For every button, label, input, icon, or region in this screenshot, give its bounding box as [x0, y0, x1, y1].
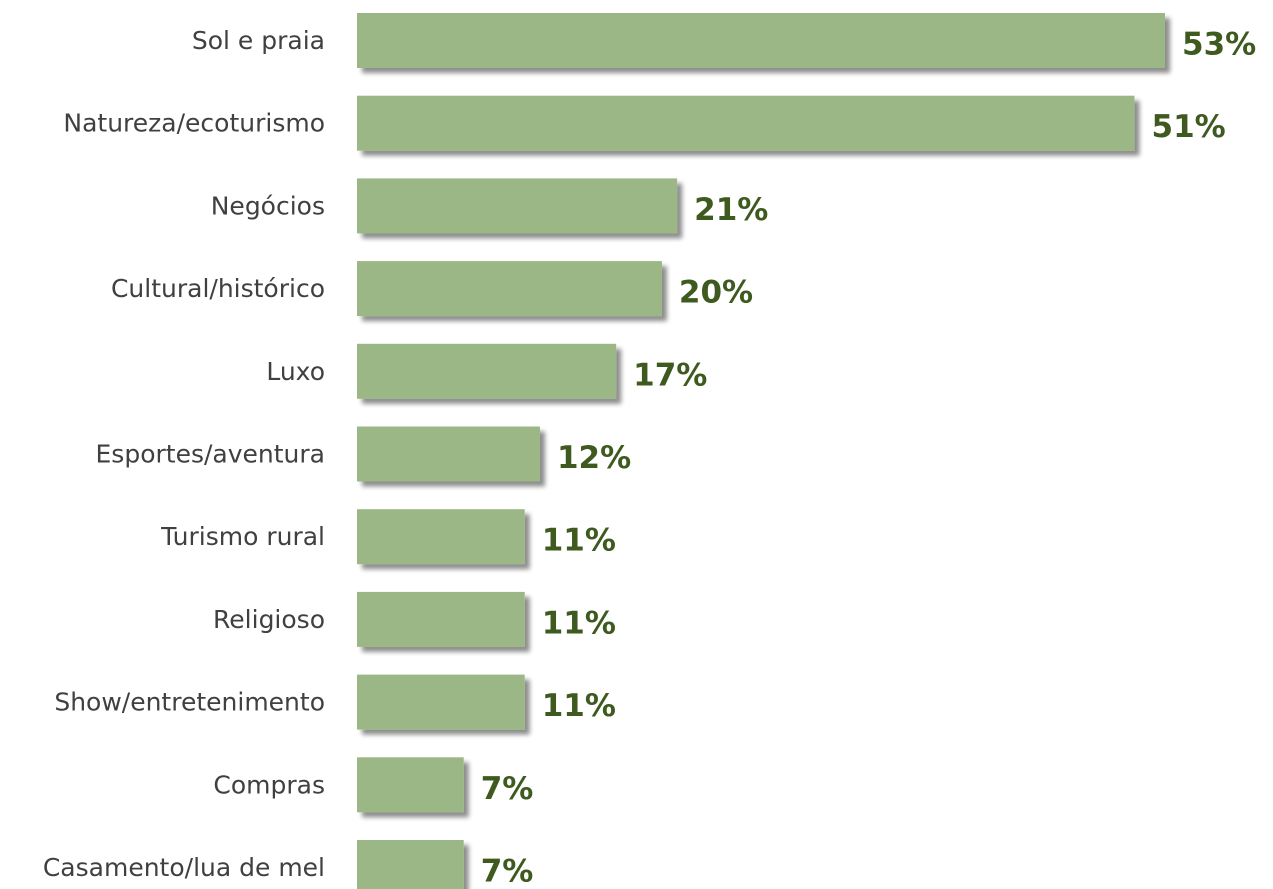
category-labels: Sol e praia Natureza/ecoturismo Negócios Cu…	[43, 26, 325, 882]
category-label: Negócios	[211, 191, 325, 220]
data-label: 11%	[542, 605, 616, 641]
category-label: Natureza/ecoturismo	[63, 109, 325, 138]
category-label: Esportes/aventura	[96, 440, 325, 469]
bar	[357, 840, 464, 889]
data-label: 7%	[481, 854, 534, 889]
category-label: Luxo	[266, 357, 325, 386]
bar	[357, 261, 662, 317]
bar	[357, 674, 525, 730]
bar	[357, 95, 1135, 151]
category-label: Casamento/lua de mel	[43, 853, 325, 882]
data-label: 20%	[679, 275, 753, 311]
data-label: 21%	[694, 192, 768, 228]
bar	[357, 343, 617, 399]
bar	[357, 591, 525, 647]
category-label: Cultural/histórico	[111, 274, 325, 303]
data-label: 7%	[481, 771, 534, 807]
bar	[357, 13, 1165, 68]
bars-layer	[357, 13, 1165, 889]
data-label: 11%	[542, 523, 616, 559]
category-label: Religioso	[213, 605, 325, 634]
bar	[357, 509, 525, 565]
category-label: Compras	[213, 770, 325, 799]
bar	[357, 426, 540, 482]
value-labels: 53% 51% 21% 20% 17% 12% 11% 11% 11% 7% 7%	[481, 27, 1256, 889]
data-label: 12%	[557, 440, 631, 476]
bar	[357, 757, 464, 813]
data-label: 11%	[542, 688, 616, 724]
data-label: 17%	[633, 357, 707, 393]
data-label: 51%	[1152, 109, 1226, 145]
category-label: Turismo rural	[160, 522, 325, 551]
category-label: Sol e praia	[192, 26, 325, 55]
data-label: 53%	[1182, 27, 1256, 63]
category-label: Show/entretenimento	[54, 688, 325, 717]
bar	[357, 178, 678, 234]
